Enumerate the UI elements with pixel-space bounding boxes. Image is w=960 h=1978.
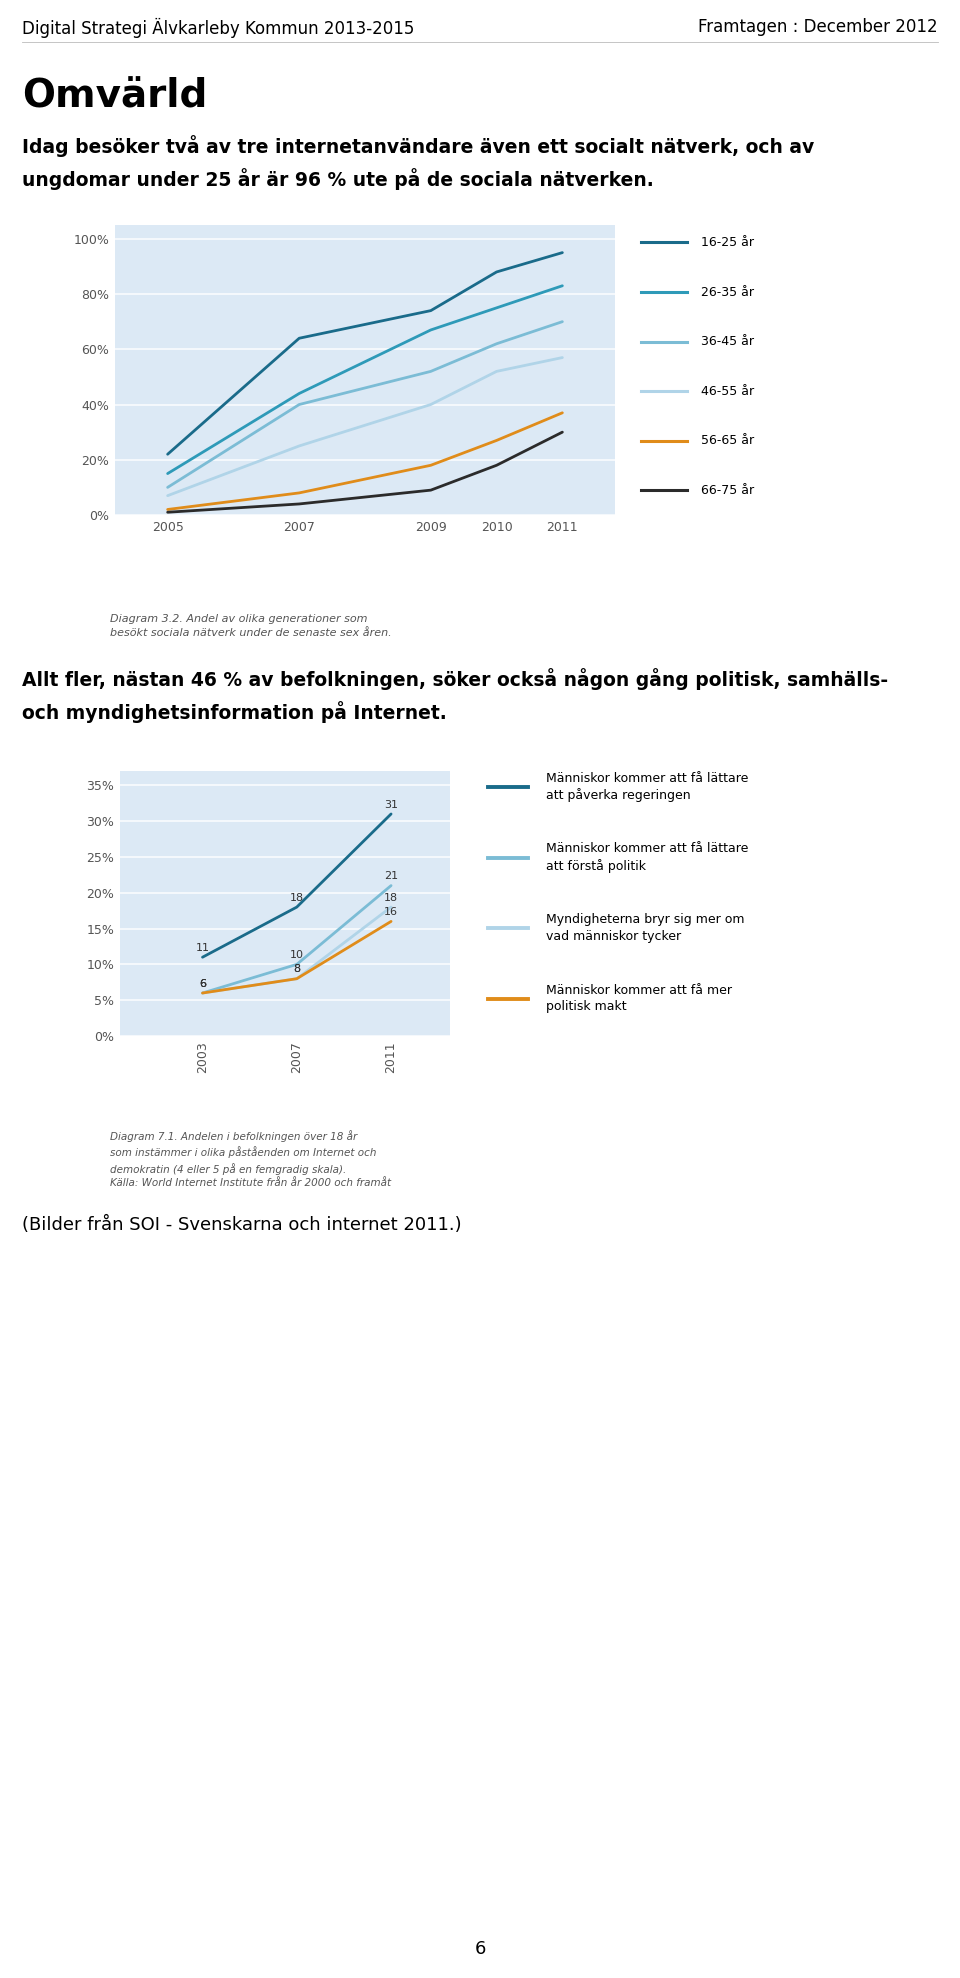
Text: (Bilder från SOI - Svenskarna och internet 2011.): (Bilder från SOI - Svenskarna och intern… bbox=[22, 1216, 462, 1234]
Text: Digital Strategi Älvkarleby Kommun 2013-2015: Digital Strategi Älvkarleby Kommun 2013-… bbox=[22, 18, 415, 38]
Text: 18: 18 bbox=[290, 892, 304, 902]
Text: 46-55 år: 46-55 år bbox=[701, 384, 755, 398]
Text: Myndigheterna bryr sig mer om
vad människor tycker: Myndigheterna bryr sig mer om vad männis… bbox=[545, 914, 744, 944]
Text: Hur många instämmer?: Hur många instämmer? bbox=[68, 1090, 262, 1108]
Text: Framtagen : December 2012: Framtagen : December 2012 bbox=[698, 18, 938, 36]
Text: 16-25 år: 16-25 år bbox=[701, 235, 755, 249]
Text: Allt fler, nästan 46 % av befolkningen, söker också någon gång politisk, samhäll: Allt fler, nästan 46 % av befolkningen, … bbox=[22, 669, 888, 690]
Text: 26-35 år: 26-35 år bbox=[701, 285, 755, 299]
Text: 36-45 år: 36-45 år bbox=[701, 334, 755, 348]
Text: 6: 6 bbox=[474, 1940, 486, 1958]
Text: 31: 31 bbox=[384, 799, 398, 809]
Text: 8: 8 bbox=[293, 965, 300, 975]
Text: Diagram 3.2. Andel av olika generationer som
besökt sociala nätverk under de sen: Diagram 3.2. Andel av olika generationer… bbox=[110, 613, 392, 637]
Text: Diagram 7.1. Andelen i befolkningen över 18 år
som instämmer i olika påståenden : Diagram 7.1. Andelen i befolkningen över… bbox=[110, 1129, 391, 1189]
Text: 18: 18 bbox=[384, 892, 398, 902]
Text: Omvärld: Omvärld bbox=[22, 77, 207, 117]
Text: Människor kommer att få lättare
att förstå politik: Människor kommer att få lättare att förs… bbox=[545, 843, 748, 872]
Text: 16: 16 bbox=[384, 908, 398, 918]
Text: och myndighetsinformation på Internet.: och myndighetsinformation på Internet. bbox=[22, 700, 446, 724]
Text: ungdomar under 25 år är 96 % ute på de sociala nätverken.: ungdomar under 25 år är 96 % ute på de s… bbox=[22, 168, 654, 190]
Text: 66-75 år: 66-75 år bbox=[701, 485, 755, 496]
Text: besöker sociala nätverk?: besöker sociala nätverk? bbox=[68, 589, 274, 603]
Text: 6: 6 bbox=[199, 979, 206, 989]
Text: Människor kommer att få lättare
att påverka regeringen: Människor kommer att få lättare att påve… bbox=[545, 771, 748, 803]
Text: 6: 6 bbox=[199, 979, 206, 989]
Text: 56-65 år: 56-65 år bbox=[701, 435, 755, 447]
Text: Idag besöker två av tre internetanvändare även ett socialt nätverk, och av: Idag besöker två av tre internetanvändar… bbox=[22, 135, 814, 156]
Text: Människor kommer att få mer
politisk makt: Människor kommer att få mer politisk mak… bbox=[545, 983, 732, 1013]
Text: 6: 6 bbox=[199, 979, 206, 989]
Text: Hur många i olika generationer: Hur många i olika generationer bbox=[68, 566, 327, 582]
Text: 10: 10 bbox=[290, 949, 303, 959]
Text: 11: 11 bbox=[196, 944, 209, 953]
Text: 21: 21 bbox=[384, 870, 398, 882]
Text: 8: 8 bbox=[293, 965, 300, 975]
